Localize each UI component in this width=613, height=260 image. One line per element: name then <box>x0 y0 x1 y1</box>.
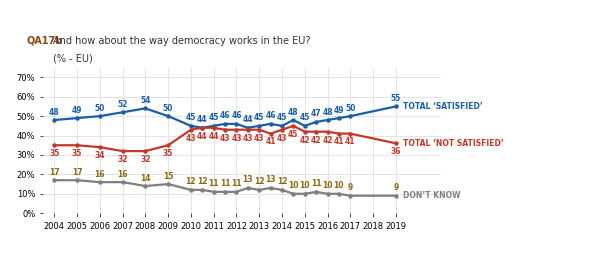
Text: 36: 36 <box>390 147 401 156</box>
Text: 10: 10 <box>288 181 299 190</box>
Text: 45: 45 <box>254 113 264 122</box>
Text: 47: 47 <box>311 109 321 119</box>
Text: 9: 9 <box>393 183 398 192</box>
Text: 11: 11 <box>231 179 242 188</box>
Text: 41: 41 <box>333 138 344 146</box>
Text: 48: 48 <box>322 108 333 116</box>
Text: 12: 12 <box>254 177 264 186</box>
Text: 43: 43 <box>220 134 230 142</box>
Text: 44: 44 <box>197 132 208 141</box>
Text: 9: 9 <box>348 183 353 192</box>
Text: 46: 46 <box>265 111 276 120</box>
Text: QA17b: QA17b <box>27 36 63 46</box>
Text: 44: 44 <box>197 115 208 124</box>
Text: 13: 13 <box>265 176 276 184</box>
Text: 12: 12 <box>186 177 196 186</box>
Text: 45: 45 <box>186 113 196 122</box>
Text: 42: 42 <box>322 135 333 145</box>
Text: 16: 16 <box>94 170 105 179</box>
Text: 43: 43 <box>254 134 264 142</box>
Text: 55: 55 <box>390 94 401 103</box>
Text: 48: 48 <box>288 108 299 116</box>
Text: 45: 45 <box>208 113 219 122</box>
Text: 43: 43 <box>276 134 287 142</box>
Text: 45: 45 <box>300 113 310 122</box>
Text: 52: 52 <box>118 100 128 109</box>
Text: 44: 44 <box>243 115 253 124</box>
Text: 32: 32 <box>140 155 151 164</box>
Text: 43: 43 <box>231 134 242 142</box>
Text: 35: 35 <box>49 149 59 158</box>
Text: TOTAL ‘SATISFIED’: TOTAL ‘SATISFIED’ <box>403 102 482 111</box>
Text: 45: 45 <box>288 130 299 139</box>
Text: 42: 42 <box>300 135 310 145</box>
Text: 14: 14 <box>140 173 151 183</box>
Text: 49: 49 <box>72 106 82 115</box>
Text: 10: 10 <box>300 181 310 190</box>
Text: (% - EU): (% - EU) <box>53 53 93 63</box>
Text: 10: 10 <box>333 181 344 190</box>
Text: 34: 34 <box>94 151 105 160</box>
Text: 46: 46 <box>231 111 242 120</box>
Text: 54: 54 <box>140 96 151 105</box>
Text: And how about the way democracy works in the EU?: And how about the way democracy works in… <box>53 36 310 46</box>
Text: TOTAL ‘NOT SATISFIED’: TOTAL ‘NOT SATISFIED’ <box>403 139 503 148</box>
Text: 43: 43 <box>186 134 196 142</box>
Text: 48: 48 <box>49 108 59 116</box>
Text: 11: 11 <box>311 179 321 188</box>
Text: 41: 41 <box>265 138 276 146</box>
Text: 43: 43 <box>243 134 253 142</box>
Text: 17: 17 <box>72 168 82 177</box>
Text: 11: 11 <box>208 179 219 188</box>
Text: 44: 44 <box>208 132 219 141</box>
Text: 45: 45 <box>277 113 287 122</box>
Text: 12: 12 <box>197 177 208 186</box>
Text: 35: 35 <box>163 149 173 158</box>
Text: 41: 41 <box>345 138 356 146</box>
Text: 10: 10 <box>322 181 333 190</box>
Text: DON’T KNOW: DON’T KNOW <box>403 191 460 200</box>
Text: 13: 13 <box>243 176 253 184</box>
Text: 50: 50 <box>345 104 356 113</box>
Text: 42: 42 <box>311 135 321 145</box>
Text: 17: 17 <box>49 168 59 177</box>
Text: 16: 16 <box>117 170 128 179</box>
Text: 50: 50 <box>163 104 173 113</box>
Text: 15: 15 <box>163 172 173 181</box>
Text: 12: 12 <box>276 177 287 186</box>
Text: 35: 35 <box>72 149 82 158</box>
Text: 46: 46 <box>220 111 230 120</box>
Text: 49: 49 <box>333 106 344 115</box>
Text: 32: 32 <box>117 155 128 164</box>
Text: 11: 11 <box>220 179 230 188</box>
Text: 50: 50 <box>94 104 105 113</box>
